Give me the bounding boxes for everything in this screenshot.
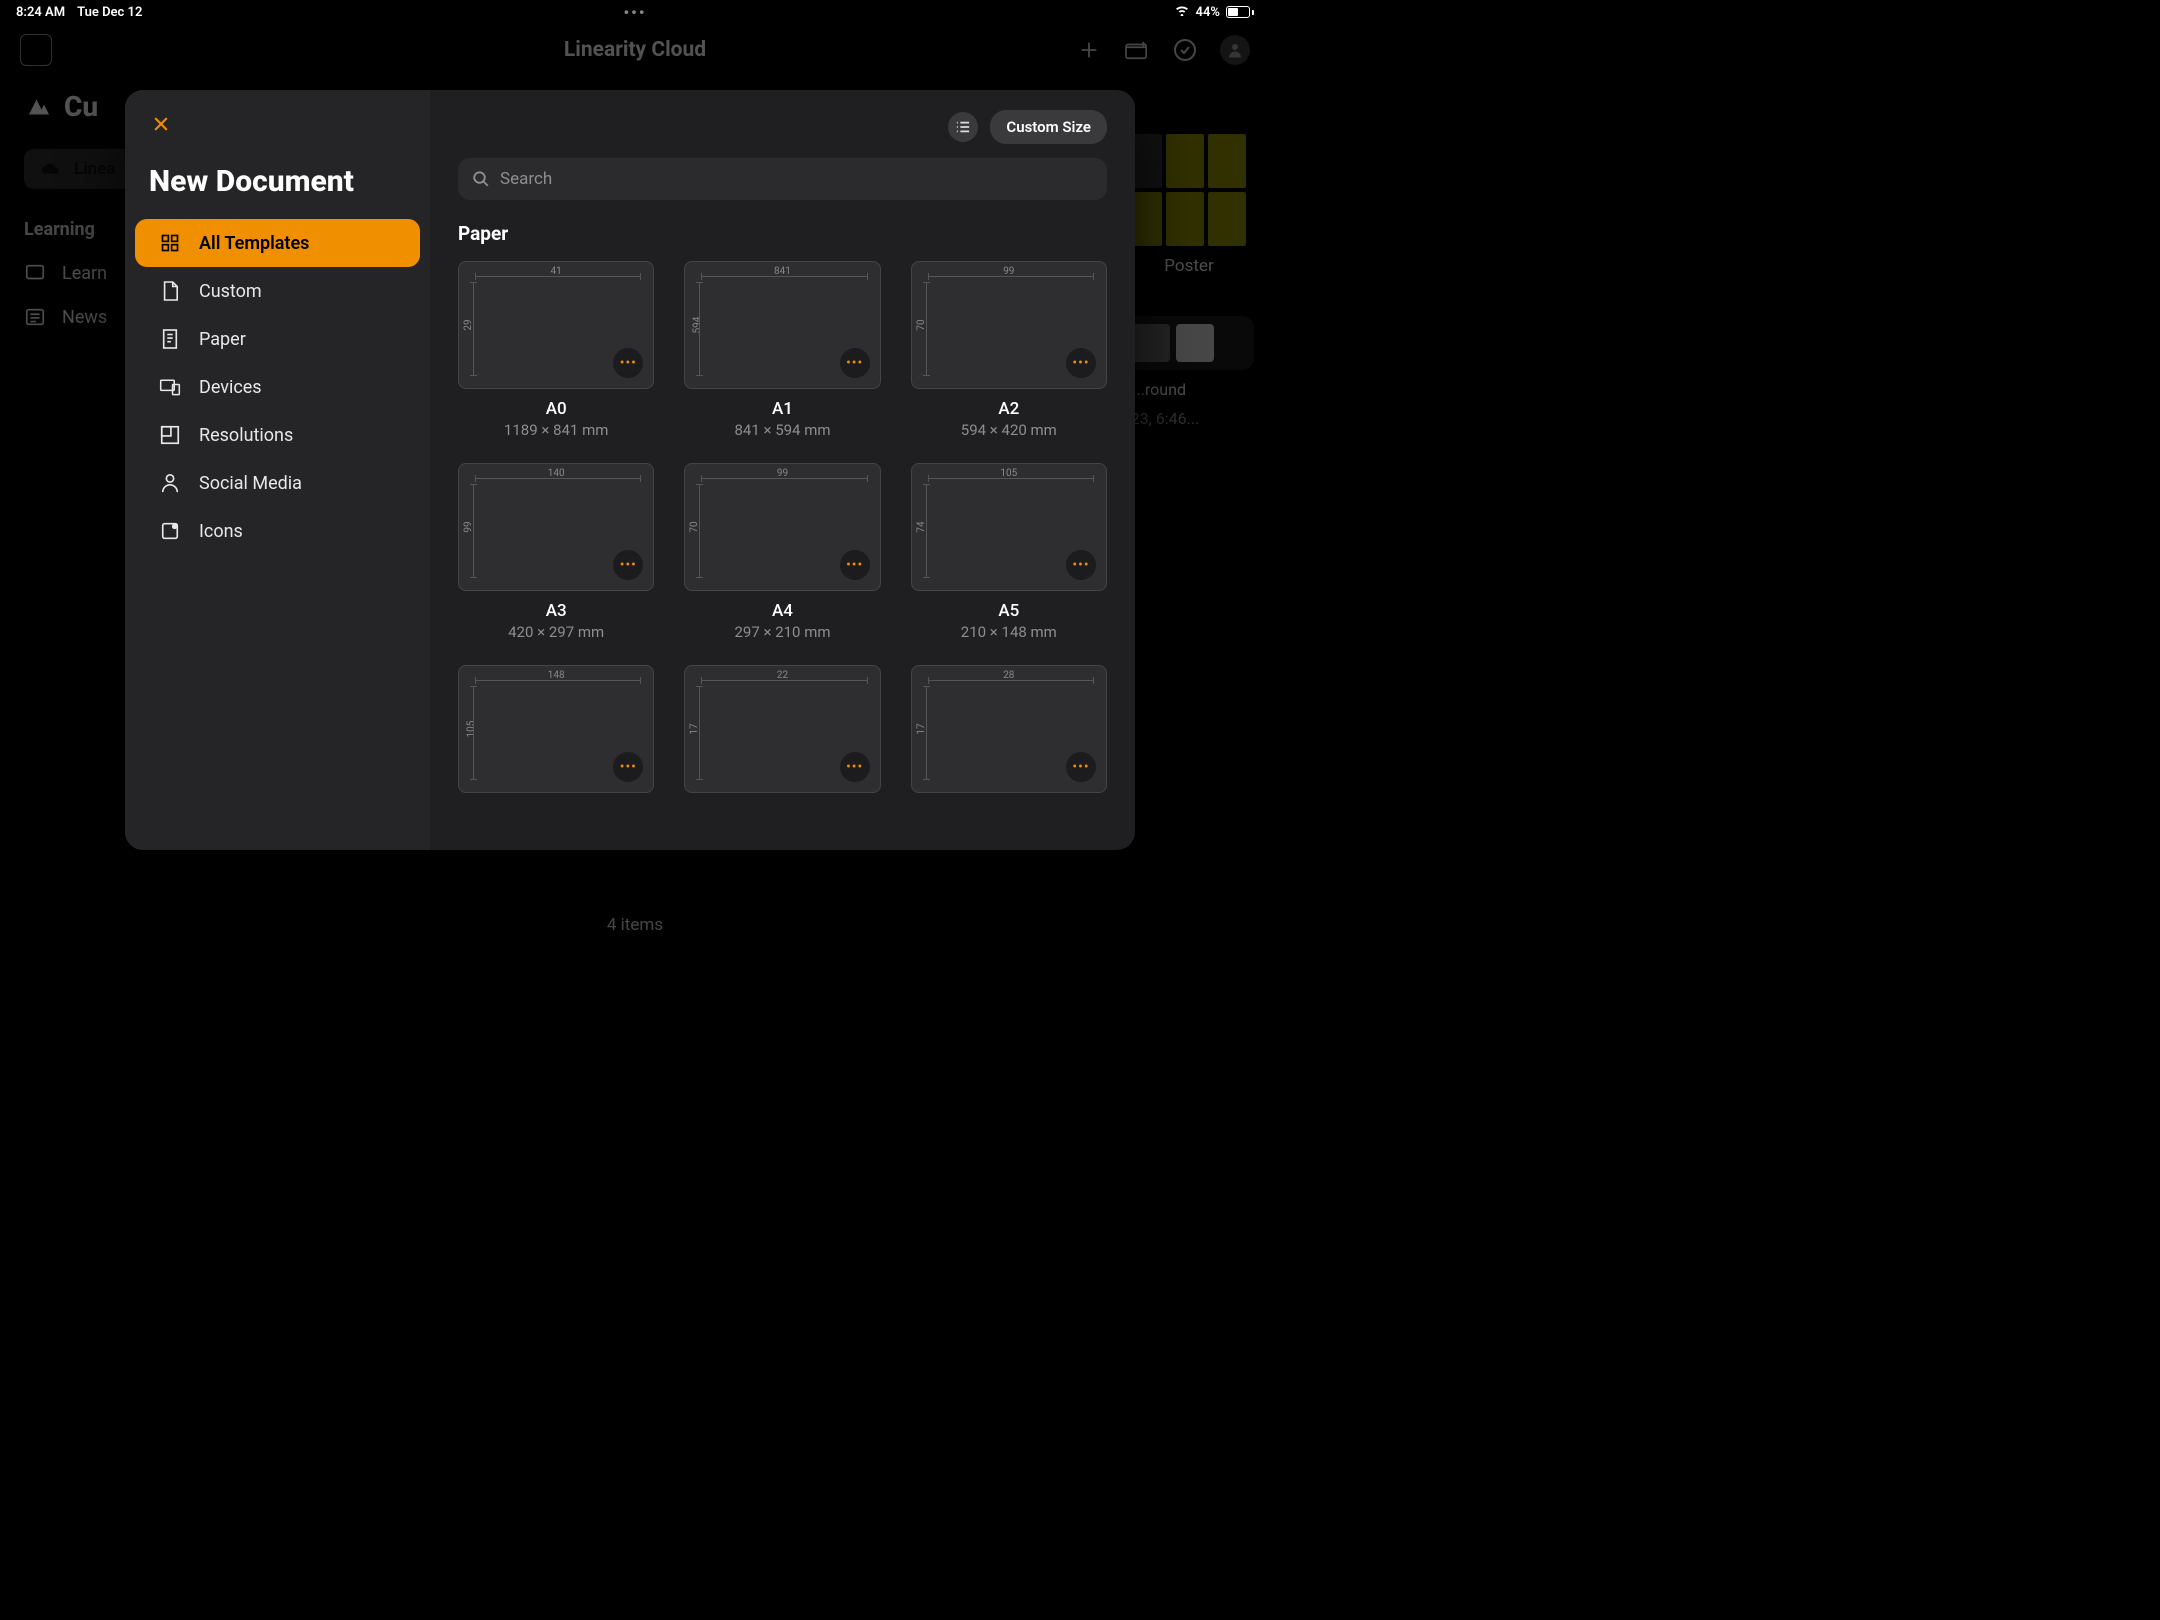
template-card[interactable]: 28 17 •••	[911, 665, 1107, 793]
template-dims: 1189 × 841 mm	[458, 421, 654, 439]
dim-height: 594	[692, 317, 703, 334]
template-name: A1	[684, 399, 880, 419]
search-field[interactable]	[500, 169, 1093, 189]
more-icon[interactable]: •••	[1066, 550, 1096, 580]
poster-label: Poster	[1124, 256, 1254, 276]
modal-main: Custom Size Paper 41 29 ••• A0 1189 × 84…	[430, 90, 1135, 850]
status-time: 8:24 AM	[16, 5, 65, 20]
template-dims: 297 × 210 mm	[684, 623, 880, 641]
template-card[interactable]: 22 17 •••	[684, 665, 880, 793]
more-icon[interactable]: •••	[1066, 348, 1096, 378]
sidebar-item-label: Resolutions	[199, 425, 293, 446]
dim-height: 105	[466, 721, 477, 738]
template-name: A5	[911, 601, 1107, 621]
template-card[interactable]: 140 99 ••• A3 420 × 297 mm	[458, 463, 654, 641]
sidebar-item-label: Paper	[199, 329, 246, 350]
sidebar-item-resolutions[interactable]: Resolutions	[135, 411, 420, 459]
template-card[interactable]: 841 594 ••• A1 841 × 594 mm	[684, 261, 880, 439]
profile-icon[interactable]	[1220, 35, 1250, 65]
status-bar: 8:24 AM Tue Dec 12 ••• 44%	[0, 0, 1270, 24]
modal-title: New Document	[149, 164, 406, 199]
sidebar-item-all-templates[interactable]: All Templates	[135, 219, 420, 267]
more-icon[interactable]: •••	[613, 550, 643, 580]
sidebar-item-label: Devices	[199, 377, 262, 398]
file-meta: /23, 6:46...	[1124, 409, 1254, 428]
close-icon[interactable]	[149, 112, 173, 136]
template-preview[interactable]: 41 29 •••	[458, 261, 654, 389]
person-icon	[159, 472, 181, 494]
document-icon	[159, 280, 181, 302]
sidebar-item-social[interactable]: Social Media	[135, 459, 420, 507]
template-dims: 841 × 594 mm	[684, 421, 880, 439]
template-card[interactable]: 99 70 ••• A2 594 × 420 mm	[911, 261, 1107, 439]
template-card[interactable]: 41 29 ••• A0 1189 × 841 mm	[458, 261, 654, 439]
template-preview[interactable]: 22 17 •••	[684, 665, 880, 793]
section-title: Paper	[458, 222, 1107, 245]
more-icon[interactable]: •••	[613, 752, 643, 782]
wifi-icon	[1174, 4, 1190, 20]
template-preview[interactable]: 841 594 •••	[684, 261, 880, 389]
multitask-dots-icon[interactable]: •••	[623, 3, 646, 22]
status-date: Tue Dec 12	[77, 5, 142, 20]
more-icon[interactable]: •••	[840, 550, 870, 580]
grid-icon	[159, 232, 181, 254]
template-name: A3	[458, 601, 654, 621]
new-folder-icon[interactable]	[1124, 37, 1150, 63]
add-icon[interactable]	[1076, 37, 1102, 63]
template-card[interactable]: 99 70 ••• A4 297 × 210 mm	[684, 463, 880, 641]
battery-pct: 44%	[1196, 5, 1220, 20]
modal-sidebar: New Document All Templates Custom Paper …	[125, 90, 430, 850]
page-title: Linearity Cloud	[564, 38, 706, 62]
template-preview[interactable]: 99 70 •••	[684, 463, 880, 591]
sidebar-item-custom[interactable]: Custom	[135, 267, 420, 315]
more-icon[interactable]: •••	[840, 348, 870, 378]
template-dims: 420 × 297 mm	[458, 623, 654, 641]
battery-icon	[1226, 6, 1254, 18]
template-card[interactable]: 148 105 •••	[458, 665, 654, 793]
template-card[interactable]: 105 74 ••• A5 210 × 148 mm	[911, 463, 1107, 641]
resolutions-icon	[159, 424, 181, 446]
more-icon[interactable]: •••	[1066, 752, 1096, 782]
custom-size-button[interactable]: Custom Size	[990, 110, 1107, 144]
template-preview[interactable]: 105 74 •••	[911, 463, 1107, 591]
new-document-modal: New Document All Templates Custom Paper …	[125, 90, 1135, 850]
template-dims: 594 × 420 mm	[911, 421, 1107, 439]
template-name: A4	[684, 601, 880, 621]
sidebar-toggle-icon[interactable]	[20, 34, 52, 66]
sidebar-item-icons[interactable]: Icons	[135, 507, 420, 555]
more-icon[interactable]: •••	[840, 752, 870, 782]
search-input[interactable]	[458, 158, 1107, 200]
sidebar-item-label: Custom	[199, 281, 262, 302]
template-preview[interactable]: 28 17 •••	[911, 665, 1107, 793]
sidebar-item-label: Social Media	[199, 473, 302, 494]
search-icon	[472, 170, 490, 188]
template-name: A2	[911, 399, 1107, 419]
sidebar-item-devices[interactable]: Devices	[135, 363, 420, 411]
sidebar-item-label: All Templates	[199, 233, 309, 254]
devices-icon	[159, 376, 181, 398]
view-list-icon[interactable]	[948, 112, 978, 142]
items-count: 4 items	[0, 915, 1270, 935]
icons-icon	[159, 520, 181, 542]
template-preview[interactable]: 99 70 •••	[911, 261, 1107, 389]
more-icon[interactable]: •••	[613, 348, 643, 378]
file-card[interactable]	[1124, 316, 1254, 370]
sidebar-item-label: Icons	[199, 521, 243, 542]
file-title: s...round	[1124, 380, 1254, 399]
template-preview[interactable]: 148 105 •••	[458, 665, 654, 793]
template-dims: 210 × 148 mm	[911, 623, 1107, 641]
paper-icon	[159, 328, 181, 350]
template-name: A0	[458, 399, 654, 419]
poster-thumbnails[interactable]	[1124, 134, 1254, 246]
sync-check-icon[interactable]	[1172, 37, 1198, 63]
sidebar-item-paper[interactable]: Paper	[135, 315, 420, 363]
template-preview[interactable]: 140 99 •••	[458, 463, 654, 591]
